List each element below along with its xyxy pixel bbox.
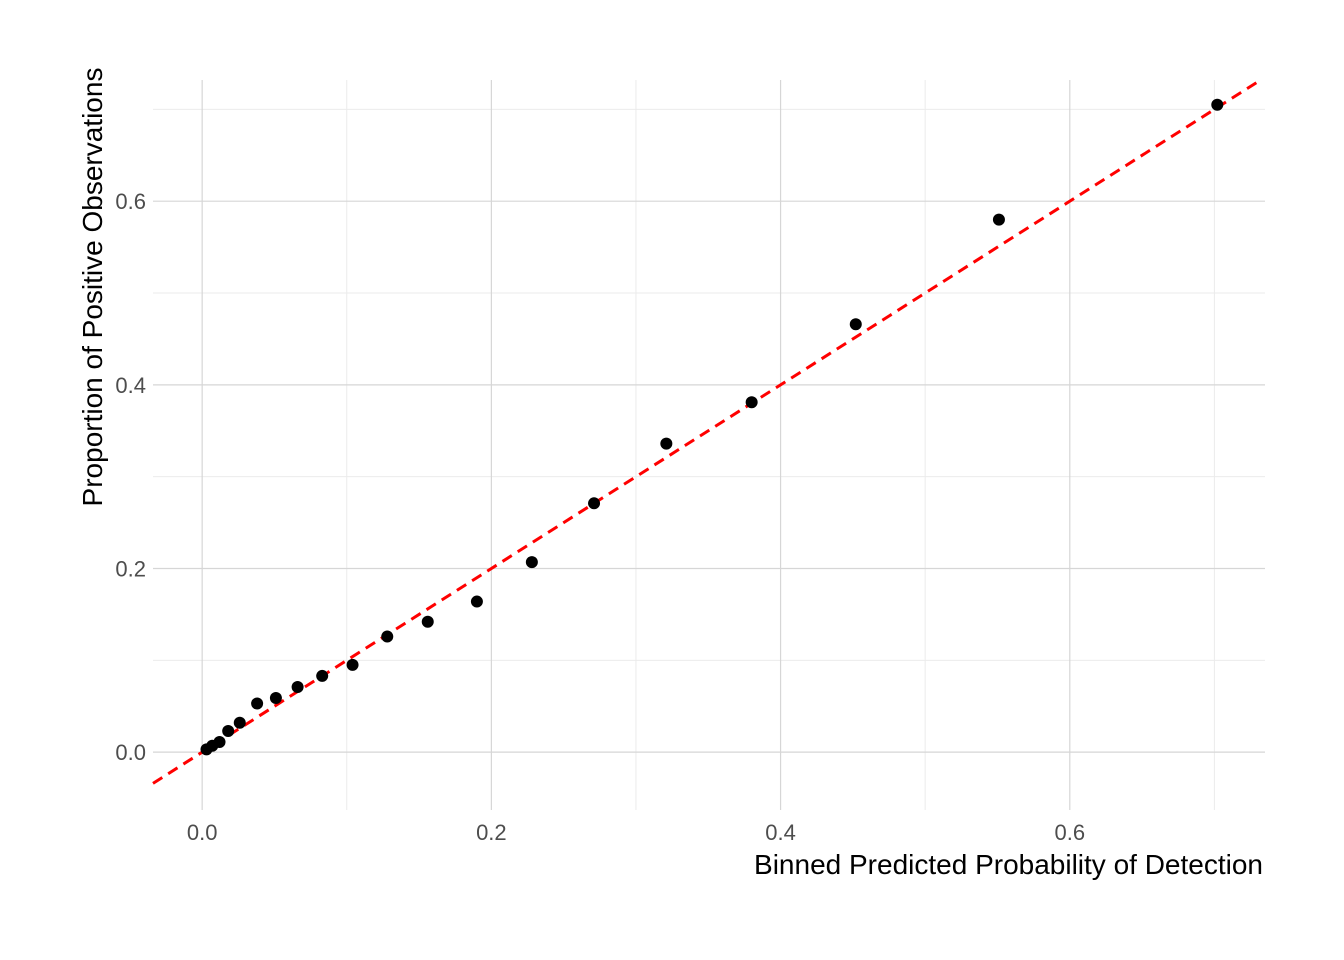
- y-tick-label: 0.6: [115, 189, 146, 214]
- data-point: [660, 437, 673, 450]
- reference-line: [152, 78, 1262, 785]
- y-axis-title: Proportion of Positive Observations: [77, 68, 108, 507]
- data-point: [251, 697, 264, 710]
- data-point: [992, 213, 1005, 226]
- x-tick-labels: 0.0 0.2 0.4 0.6: [187, 820, 1085, 845]
- data-point: [470, 595, 483, 608]
- data-point: [421, 615, 434, 628]
- data-point: [222, 725, 235, 738]
- x-axis-title: Binned Predicted Probability of Detectio…: [754, 849, 1263, 880]
- data-point: [381, 630, 394, 643]
- data-point: [849, 318, 862, 331]
- data-point: [745, 396, 758, 409]
- data-point: [269, 691, 282, 704]
- reference-line-group: [152, 78, 1262, 785]
- points-group: [200, 98, 1224, 756]
- y-tick-label: 0.0: [115, 740, 146, 765]
- x-tick-label: 0.0: [187, 820, 218, 845]
- data-point: [346, 658, 359, 671]
- y-tick-labels: 0.0 0.2 0.4 0.6: [115, 189, 146, 765]
- data-point: [525, 556, 538, 569]
- data-point: [213, 736, 226, 749]
- grid: [153, 80, 1265, 810]
- x-tick-label: 0.6: [1054, 820, 1085, 845]
- y-tick-label: 0.2: [115, 557, 146, 582]
- data-point: [1211, 98, 1224, 111]
- x-tick-label: 0.2: [476, 820, 507, 845]
- data-point: [291, 680, 304, 693]
- data-point: [316, 669, 329, 682]
- data-point: [588, 497, 601, 510]
- data-point: [233, 716, 246, 729]
- x-tick-label: 0.4: [765, 820, 796, 845]
- y-tick-label: 0.4: [115, 373, 146, 398]
